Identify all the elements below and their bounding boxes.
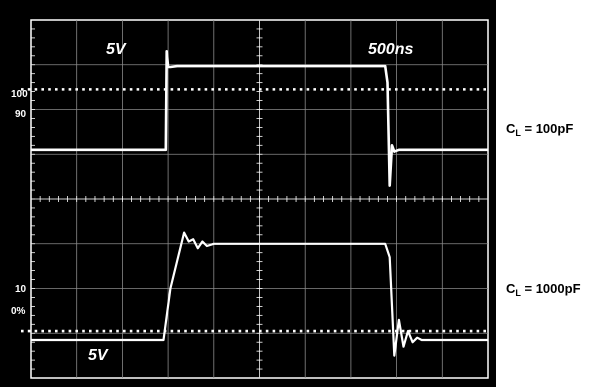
level-0-label: 0% xyxy=(11,306,26,317)
series-label-100pf-sub: L xyxy=(515,128,521,138)
series-label-100pf-rest: = 100pF xyxy=(520,121,574,136)
oscilloscope-screen: 5V 500ns 5V 100 90 10 0% xyxy=(0,0,496,387)
level-10-label: 10 xyxy=(15,284,27,295)
bottom-left-scale-label: 5V xyxy=(88,347,109,364)
series-label-1000pf-rest: = 1000pF xyxy=(520,281,581,296)
series-label-100pf: CL = 100pF xyxy=(506,121,573,138)
top-right-scale-label: 500ns xyxy=(368,41,413,58)
trace-1000pf xyxy=(31,231,488,357)
series-label-1000pf-main: C xyxy=(506,281,516,296)
level-90-label: 90 xyxy=(15,109,27,120)
top-left-scale-label: 5V xyxy=(106,41,127,58)
level-100-label: 100 xyxy=(11,89,28,100)
series-label-1000pf-sub: L xyxy=(515,288,521,298)
series-label-1000pf: CL = 1000pF xyxy=(506,281,581,298)
oscilloscope-plot: 5V 500ns 5V 100 90 10 0% xyxy=(11,19,489,379)
trace-100pf xyxy=(31,49,488,187)
series-label-100pf-main: C xyxy=(506,121,516,136)
